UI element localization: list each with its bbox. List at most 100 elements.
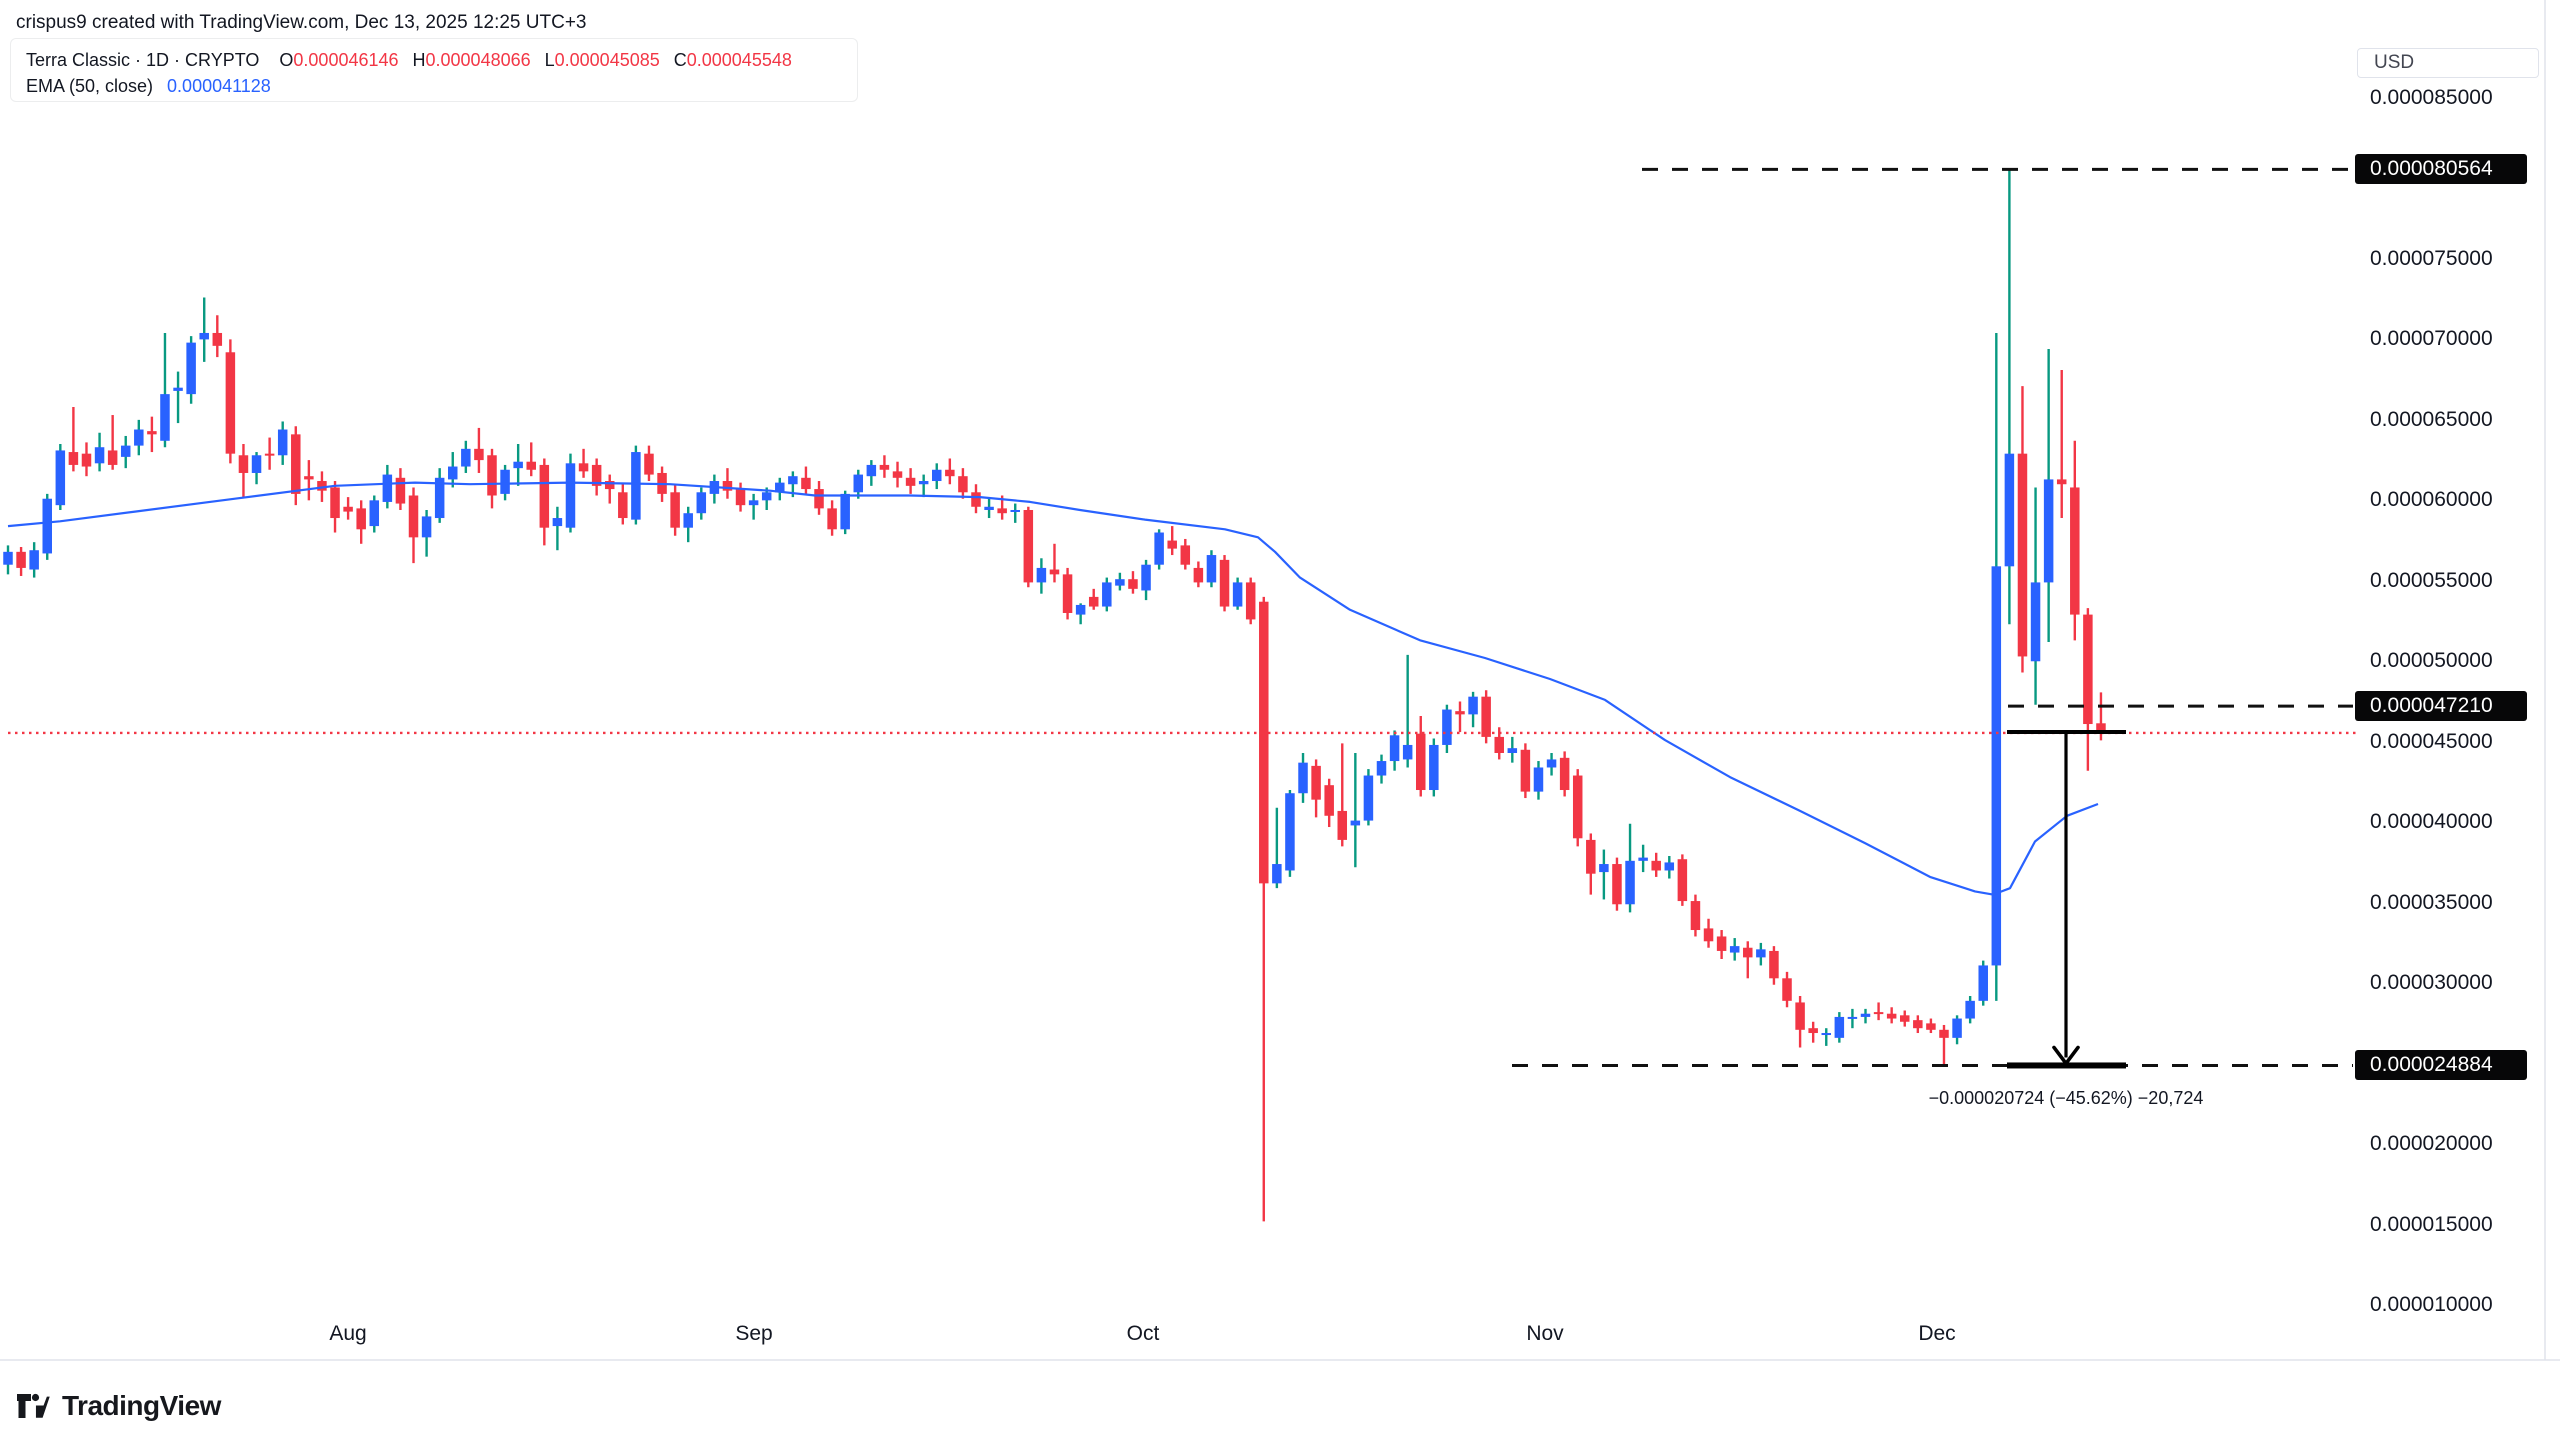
candle-body[interactable] [1115, 579, 1125, 586]
candle-body[interactable] [879, 464, 890, 470]
candle-body[interactable] [932, 469, 942, 482]
candle-body[interactable] [1219, 559, 1230, 607]
candle-body[interactable] [421, 516, 432, 538]
candle-body[interactable] [775, 482, 785, 493]
candle-body[interactable] [304, 476, 314, 480]
candle-body[interactable] [225, 352, 236, 454]
candle-body[interactable] [1886, 1013, 1897, 1019]
candle-body[interactable] [1193, 567, 1204, 583]
candle-body[interactable] [1939, 1029, 1949, 1038]
candle-body[interactable] [1206, 555, 1217, 583]
candle-body[interactable] [1350, 820, 1361, 826]
candle-body[interactable] [892, 471, 903, 478]
candle-body[interactable] [2017, 453, 2028, 657]
candle-body[interactable] [134, 429, 144, 446]
candle-body[interactable] [3, 551, 13, 565]
candle-body[interactable] [1298, 762, 1308, 794]
candle-body[interactable] [761, 492, 772, 501]
candle-body[interactable] [1494, 736, 1504, 753]
candle-body[interactable] [330, 487, 340, 519]
candle-body[interactable] [199, 332, 209, 340]
candle-body[interactable] [578, 463, 589, 472]
candle-body[interactable] [513, 461, 523, 469]
candle-body[interactable] [277, 429, 288, 456]
candle-body[interactable] [1180, 545, 1191, 565]
candle-body[interactable] [448, 466, 458, 480]
candle-body[interactable] [1154, 532, 1164, 565]
candle-body[interactable] [1363, 775, 1374, 821]
candle-body[interactable] [2056, 479, 2067, 485]
candle-body[interactable] [1062, 574, 1073, 613]
candle-body[interactable] [1010, 509, 1020, 512]
candle-body[interactable] [1873, 1012, 1884, 1015]
candle-body[interactable] [408, 495, 419, 538]
candle-body[interactable] [1638, 857, 1648, 861]
candle-body[interactable] [814, 489, 824, 509]
candle-body[interactable] [1559, 757, 1570, 791]
candle-body[interactable] [1546, 759, 1557, 768]
candle-body[interactable] [238, 455, 249, 473]
candle-body[interactable] [317, 481, 327, 491]
candle-body[interactable] [1703, 928, 1714, 942]
candle-body[interactable] [1769, 950, 1779, 979]
candle-body[interactable] [1023, 509, 1034, 583]
candle-body[interactable] [120, 445, 131, 457]
candle-body[interactable] [356, 508, 366, 530]
candle-body[interactable] [1259, 601, 1269, 884]
candle-body[interactable] [251, 455, 262, 473]
candle-body[interactable] [1402, 744, 1413, 760]
candle-body[interactable] [16, 551, 26, 568]
candle-body[interactable] [264, 453, 275, 456]
candle-body[interactable] [1337, 810, 1348, 840]
candle-body[interactable] [160, 394, 170, 441]
candle-body[interactable] [107, 450, 118, 465]
candle-body[interactable] [1651, 860, 1661, 871]
candle-body[interactable] [526, 461, 536, 470]
candle-body[interactable] [1991, 566, 2002, 966]
candle-body[interactable] [461, 448, 471, 467]
candle-body[interactable] [147, 431, 157, 435]
candle-body[interactable] [434, 477, 445, 519]
candle-body[interactable] [631, 452, 641, 520]
candle-body[interactable] [343, 506, 353, 512]
candle-body[interactable] [186, 342, 196, 395]
candle-body[interactable] [1167, 540, 1177, 549]
candle-body[interactable] [1102, 582, 1112, 607]
ema-50-line[interactable] [7, 481, 2099, 896]
candle-body[interactable] [2070, 487, 2080, 615]
candle-body[interactable] [1468, 696, 1478, 715]
candle-body[interactable] [291, 434, 301, 494]
candle-body[interactable] [618, 492, 628, 519]
candle-body[interactable] [1442, 709, 1452, 745]
candle-body[interactable] [474, 448, 484, 461]
candle-body[interactable] [395, 477, 406, 504]
candle-body[interactable] [1376, 761, 1387, 776]
candle-body[interactable] [670, 492, 680, 528]
candle-body[interactable] [2030, 582, 2041, 662]
candle-body[interactable] [2004, 453, 2015, 567]
candle-body[interactable] [2043, 479, 2054, 583]
candle-body[interactable] [487, 455, 497, 496]
candle-body[interactable] [1834, 1016, 1845, 1038]
candle-body[interactable] [1232, 582, 1243, 607]
candle-body[interactable] [1795, 1002, 1805, 1030]
ema-indicator-legend-row[interactable]: EMA (50, close) 0.000041128 [26, 76, 271, 97]
candle-body[interactable] [1821, 1033, 1832, 1036]
candle-body[interactable] [984, 506, 994, 510]
candle-body[interactable] [945, 469, 955, 477]
candle-body[interactable] [971, 492, 981, 507]
candle-body[interactable] [644, 453, 654, 475]
candle-body[interactable] [2096, 723, 2106, 733]
candle-body[interactable] [1716, 936, 1727, 951]
candle-body[interactable] [696, 492, 707, 514]
measurement-bottom-bar[interactable] [2007, 1062, 2126, 1069]
candle-body[interactable] [997, 508, 1007, 514]
candle-body[interactable] [1808, 1028, 1818, 1034]
candle-body[interactable] [722, 481, 733, 491]
candle-body[interactable] [1782, 978, 1792, 1001]
candle-body[interactable] [1311, 765, 1321, 800]
candle-body[interactable] [1599, 864, 1609, 873]
candle-body[interactable] [1572, 775, 1583, 839]
candle-body[interactable] [1677, 859, 1688, 902]
candle-body[interactable] [173, 387, 183, 391]
